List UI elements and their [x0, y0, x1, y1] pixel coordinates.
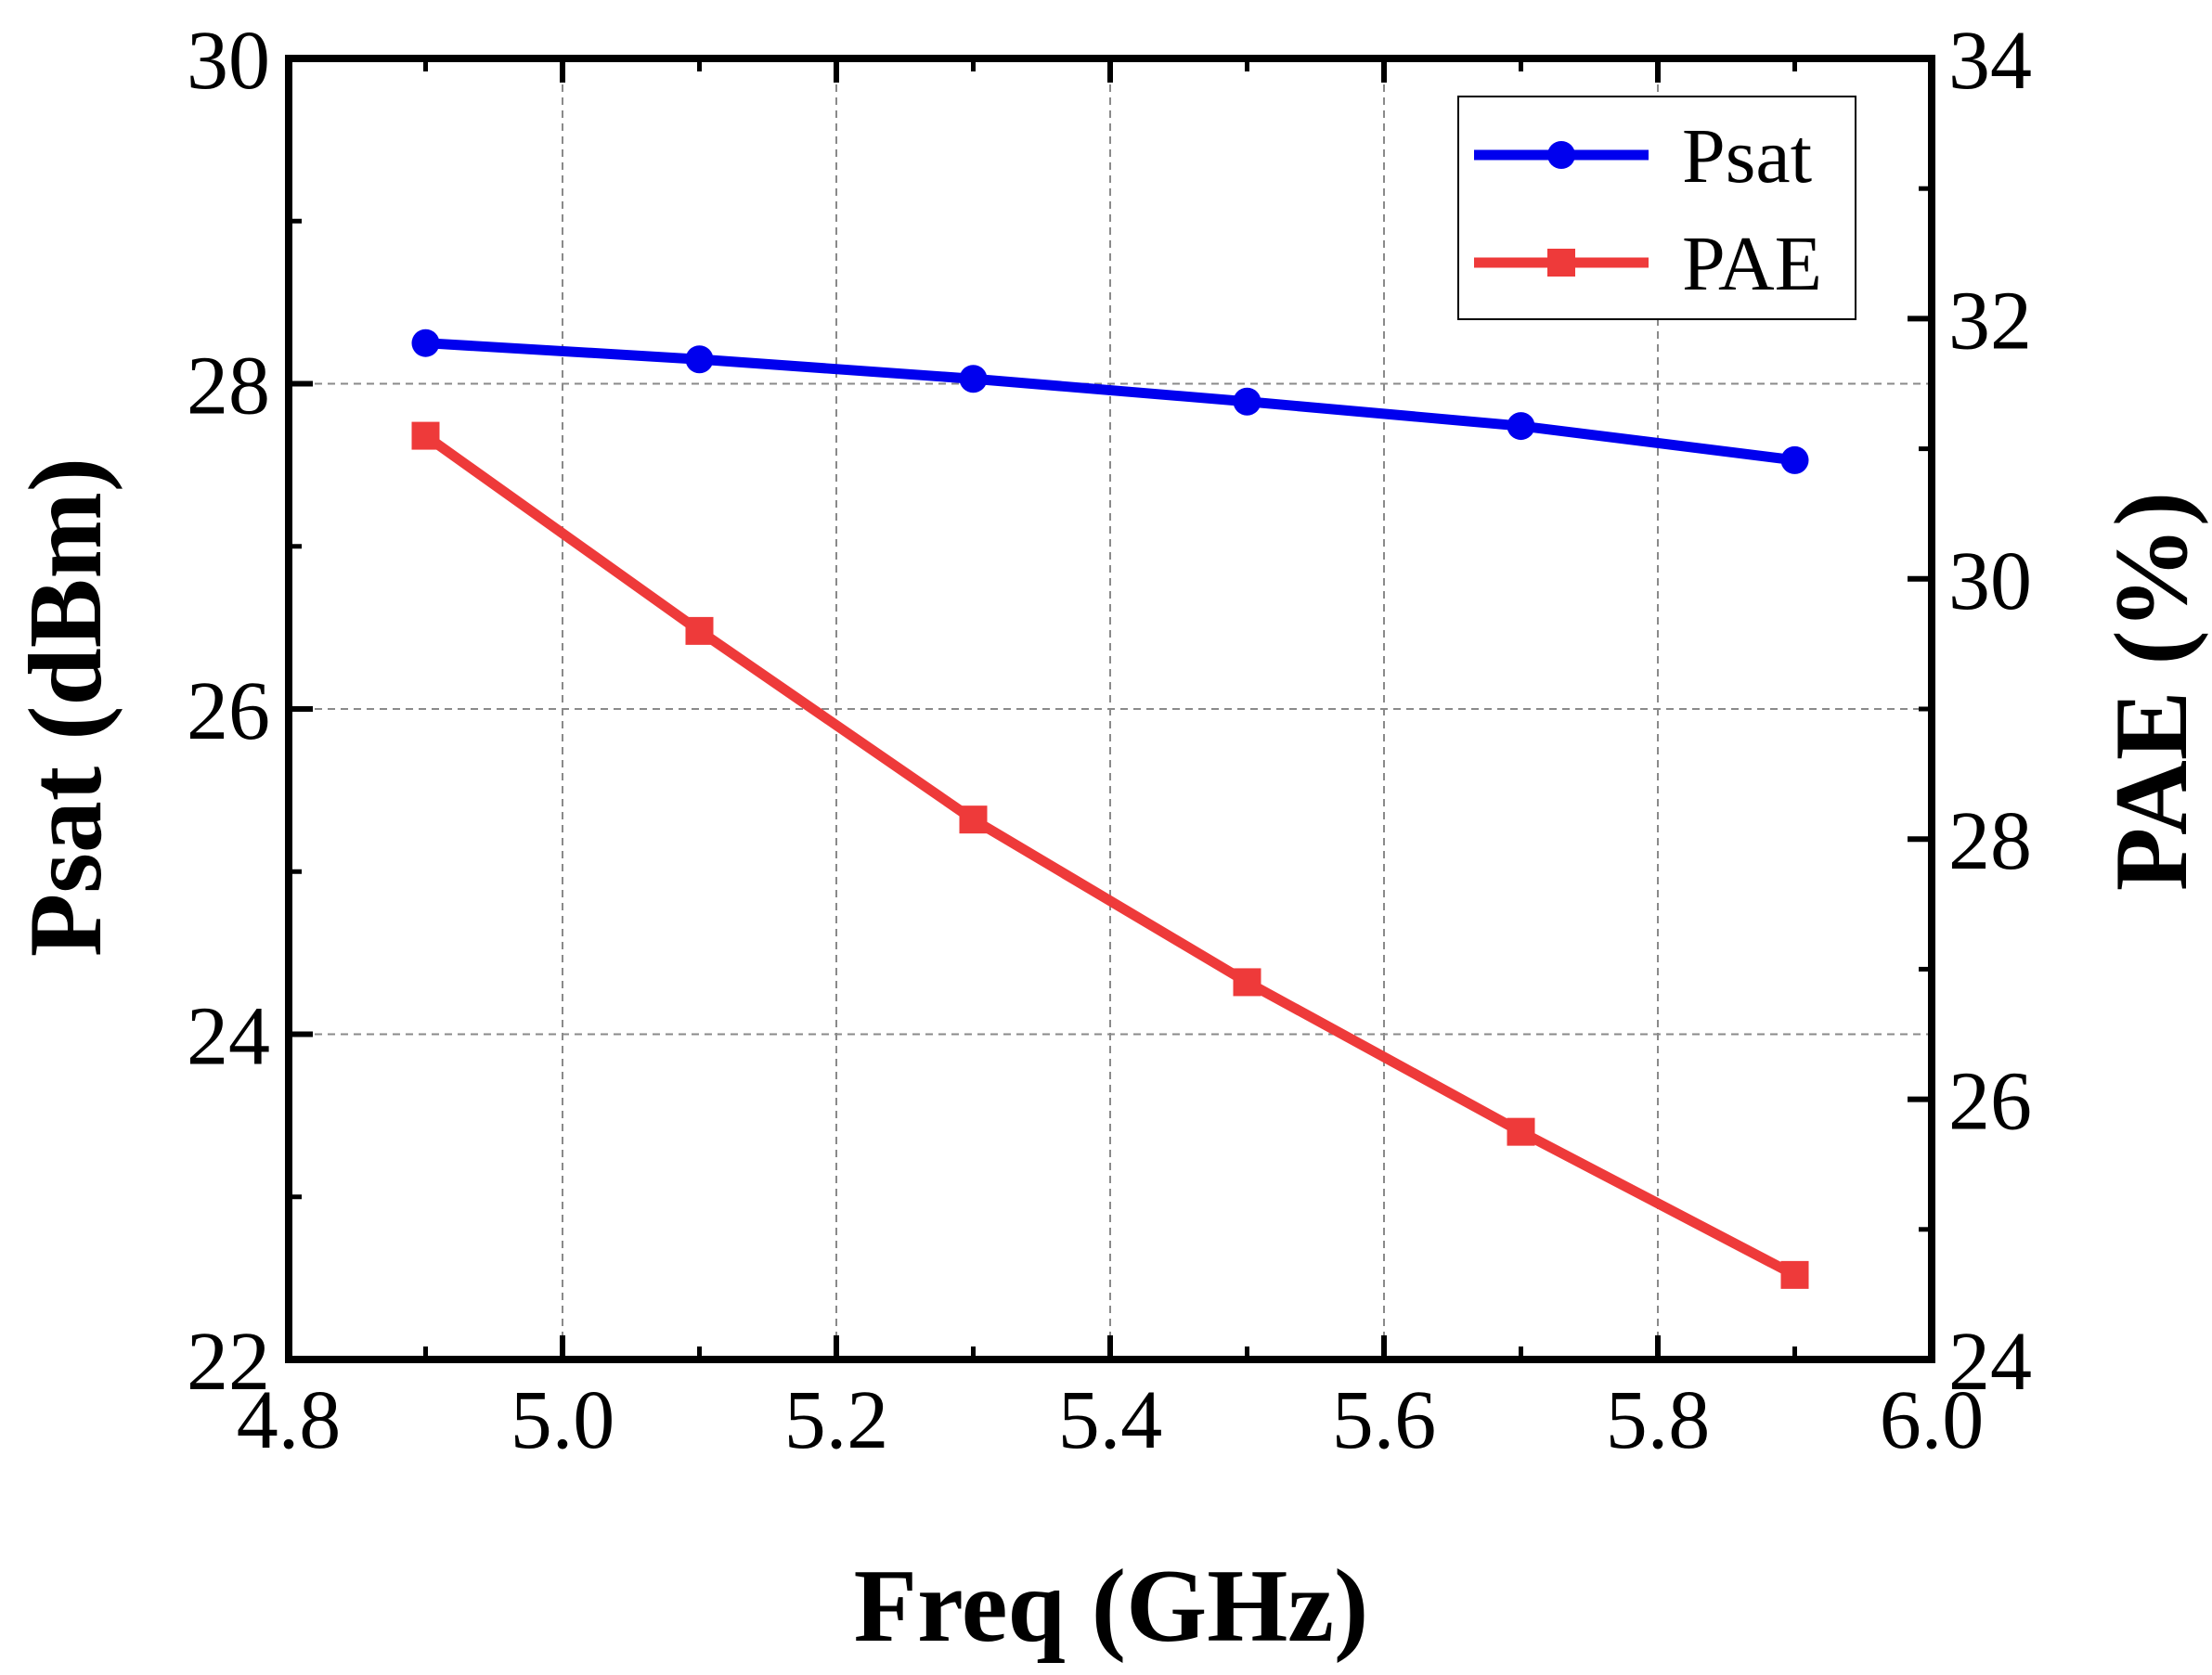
pae-point [685, 616, 714, 645]
psat-point [1507, 412, 1535, 441]
y2-tick-label: 28 [1948, 795, 2032, 887]
psat-point [685, 345, 714, 374]
y2-tick-label: 26 [1948, 1056, 2032, 1148]
x-tick-label: 6.0 [1880, 1374, 1985, 1466]
pae-point [411, 421, 440, 450]
y2-axis-title: PAE (%) [2094, 492, 2209, 891]
psat-point [1780, 445, 1809, 474]
legend-pae-marker [1547, 249, 1575, 277]
x-tick-label: 4.8 [237, 1374, 342, 1466]
legend-box [1457, 96, 1856, 320]
y-axis-title: Psat (dBm) [8, 457, 123, 957]
legend-psat-label: Psat [1682, 113, 1812, 200]
y-tick-label: 28 [187, 341, 270, 432]
psat-point [1233, 387, 1261, 416]
y-tick-label: 24 [187, 991, 270, 1083]
pae-point [1780, 1260, 1809, 1289]
y-tick-label: 22 [187, 1316, 270, 1408]
y2-tick-label: 30 [1948, 535, 2032, 627]
x-tick-label: 5.6 [1332, 1374, 1437, 1466]
psat-point [959, 365, 988, 393]
x-tick-label: 5.2 [784, 1374, 889, 1466]
y-tick-label: 30 [187, 15, 270, 107]
y2-tick-label: 24 [1948, 1316, 2032, 1408]
series-layer [411, 329, 1809, 1289]
y2-tick-label: 32 [1948, 275, 2032, 367]
x-tick-label: 5.0 [511, 1374, 615, 1466]
legend-pae-label: PAE [1682, 221, 1822, 307]
y2-tick-label: 34 [1948, 15, 2032, 107]
pae-point [1233, 968, 1261, 997]
pae-point [959, 805, 988, 834]
x-tick-label: 5.8 [1606, 1374, 1711, 1466]
pae-point [1507, 1117, 1535, 1146]
x-axis-title: Freq (GHz) [854, 1549, 1369, 1664]
x-tick-label: 5.4 [1058, 1374, 1163, 1466]
pae-series-line [422, 432, 1798, 1280]
axis-ticks: 4.8 5.0 5.2 5.4 5.6 5.8 6.0 22 24 26 28 30 24 26 28 30 3… [187, 15, 2032, 1466]
legend: Psat PAE [1457, 96, 1856, 320]
grid-lines [289, 58, 1932, 1359]
psat-series-line [425, 338, 1796, 466]
y-tick-label: 26 [187, 665, 270, 757]
legend-psat-marker [1547, 141, 1575, 169]
psat-point [411, 329, 440, 357]
